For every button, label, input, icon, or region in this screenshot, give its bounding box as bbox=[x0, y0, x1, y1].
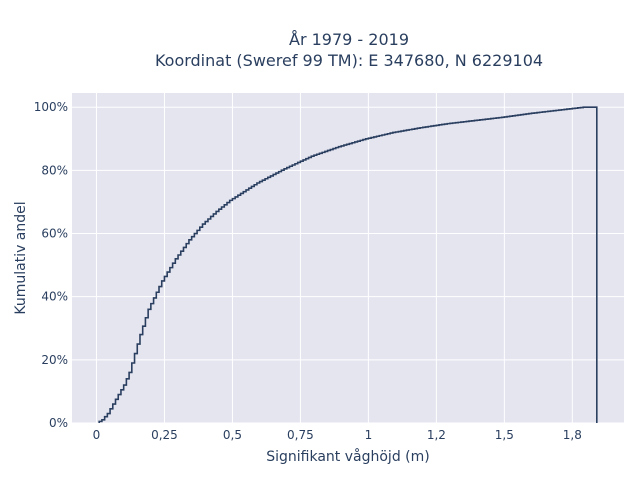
y-tick-label: 0% bbox=[49, 416, 68, 430]
x-tick-label: 0,5 bbox=[223, 428, 242, 442]
x-tick-labels: 0 0,25 0,5 0,75 1 1,2 1,5 1,8 bbox=[93, 428, 582, 442]
x-tick-label: 1,8 bbox=[563, 428, 582, 442]
y-axis-title: Kumulativ andel bbox=[13, 201, 29, 314]
y-tick-label: 40% bbox=[41, 290, 68, 304]
x-tick-label: 1 bbox=[365, 428, 373, 442]
plot-area bbox=[72, 93, 624, 423]
y-tick-label: 80% bbox=[41, 163, 68, 177]
x-axis-title: Signifikant våghöjd (m) bbox=[266, 448, 429, 465]
x-tick-label: 0,75 bbox=[287, 428, 314, 442]
y-gridlines bbox=[72, 106, 624, 424]
cumulative-series-line bbox=[98, 106, 598, 423]
y-tick-label: 20% bbox=[41, 353, 68, 367]
x-tick-label: 1,5 bbox=[495, 428, 514, 442]
x-tick-label: 0,25 bbox=[151, 428, 178, 442]
y-tick-label: 60% bbox=[41, 227, 68, 241]
y-tick-labels: 0% 20% 40% 60% 80% 100% bbox=[34, 100, 68, 430]
x-tick-label: 1,2 bbox=[427, 428, 446, 442]
y-tick-label: 100% bbox=[34, 100, 68, 114]
chart-title-line1: År 1979 - 2019 bbox=[289, 30, 409, 49]
chart-title-line2: Koordinat (Sweref 99 TM): E 347680, N 62… bbox=[155, 51, 543, 70]
x-gridlines bbox=[95, 93, 573, 423]
x-tick-label: 0 bbox=[93, 428, 101, 442]
